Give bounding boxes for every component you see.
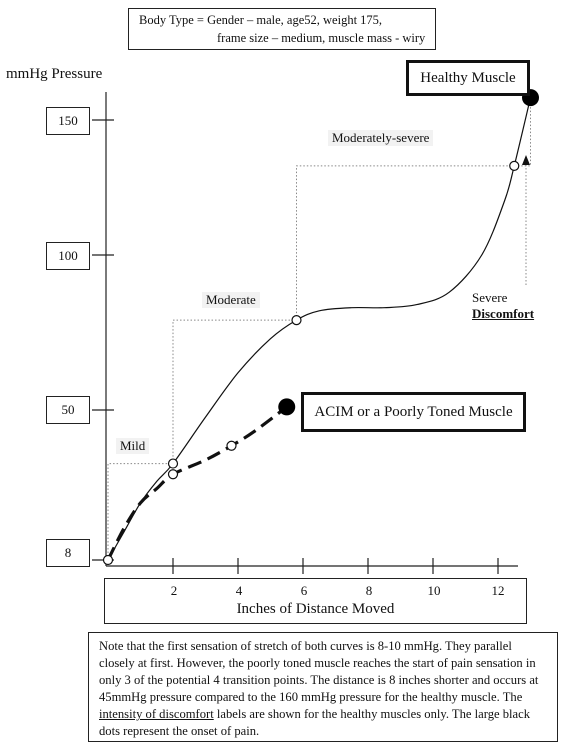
note-part-1: Note that the first sensation of stretch…: [99, 639, 539, 704]
series-markers: [102, 89, 539, 566]
y-tick-label-100: 100: [46, 242, 90, 270]
transition-point-acim-2: [226, 440, 237, 451]
x-tick-label-10: 10: [427, 583, 441, 598]
body-type-line-1: Body Type = Gender – male, age52, weight…: [139, 13, 383, 27]
x-tick-label-6: 6: [300, 583, 308, 598]
x-tick-label-2: 2: [170, 583, 178, 598]
series-line-healthy-muscle: [107, 97, 532, 561]
series-line-acim: [106, 405, 288, 561]
x-axis-box: 2 4 6 8 10 12 Inches of Distance Moved: [104, 578, 527, 624]
x-axis-label: Inches of Distance Moved: [236, 601, 395, 617]
y-tick-label-8: 8: [46, 539, 90, 567]
level-label-severe: Severe Discomfort: [472, 290, 534, 322]
note-text: Note that the first sensation of stretch…: [99, 638, 549, 740]
x-tick-label-8: 8: [365, 583, 373, 598]
transition-point-healthy-3: [509, 160, 520, 171]
level-label-moderately-severe: Moderately-severe: [328, 130, 434, 146]
x-ticks: [172, 558, 499, 574]
note-box: Note that the first sensation of stretch…: [88, 632, 558, 742]
transition-point-healthy-2: [291, 315, 302, 326]
guide-severe-arrowhead: [522, 155, 530, 165]
origin-point: [102, 554, 114, 566]
chart-axes: [105, 92, 518, 567]
healthy-muscle-label: Healthy Muscle: [406, 60, 530, 96]
y-axis-label: mmHg Pressure: [6, 66, 103, 82]
discomfort-label: Discomfort: [472, 306, 535, 321]
level-label-moderate: Moderate: [202, 292, 260, 308]
transition-point-acim-1: [167, 469, 179, 480]
pain-onset-dot-acim: [278, 398, 296, 416]
x-tick-label-4: 4: [235, 583, 243, 598]
guide-mild: [107, 463, 173, 560]
severe-label: Severe: [472, 290, 508, 305]
intensity-guides: [107, 97, 531, 560]
body-type-box: Body Type = Gender – male, age52, weight…: [128, 8, 436, 50]
body-type-line-2: frame size – medium, muscle mass - wiry: [217, 31, 426, 45]
y-tick-label-50: 50: [46, 396, 90, 424]
y-ticks: [92, 119, 114, 561]
note-part-2: labels are shown for the healthy muscles…: [99, 707, 530, 738]
series-lines: [106, 97, 532, 561]
guide-moderately-severe: [296, 165, 515, 321]
level-label-mild: Mild: [116, 438, 150, 454]
y-tick-label-150: 150: [46, 107, 90, 135]
acim-label: ACIM or a Poorly Toned Muscle: [301, 392, 526, 432]
x-tick-label-12: 12: [491, 583, 505, 598]
transition-point-healthy-1: [167, 458, 179, 469]
note-underlined: intensity of discomfort: [99, 707, 214, 721]
